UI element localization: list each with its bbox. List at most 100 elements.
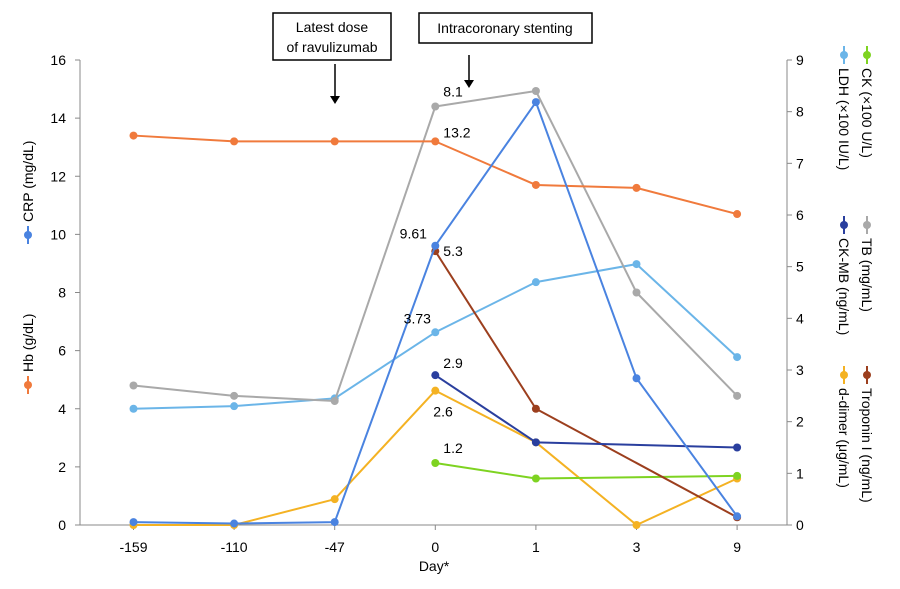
axis-titles: CRP (mg/dL) Hb (g/dL) CK (×100 U/L) LDH (×1… xyxy=(20,46,875,503)
data-point xyxy=(632,374,641,383)
data-label: 8.1 xyxy=(443,84,463,100)
data-label: 5.3 xyxy=(443,243,463,259)
x-tick-label: -159 xyxy=(119,539,147,555)
data-point xyxy=(129,381,138,390)
legend-label: Hb (g/dL) xyxy=(20,314,36,372)
x-tick-label: 3 xyxy=(633,539,641,555)
data-point xyxy=(733,443,742,452)
left-tick-label: 2 xyxy=(58,459,66,475)
legend-marker-dot xyxy=(840,371,848,379)
data-label: 1.2 xyxy=(443,440,463,456)
data-point xyxy=(531,474,540,483)
data-point xyxy=(431,102,440,111)
legend-marker-dot xyxy=(863,221,871,229)
data-point xyxy=(330,397,339,405)
data-label: 2.9 xyxy=(443,355,463,371)
x-axis-title: Day* xyxy=(419,558,450,574)
left-tick-label: 0 xyxy=(58,517,66,533)
data-point xyxy=(531,87,540,95)
data-point xyxy=(230,519,239,528)
series-layer xyxy=(129,87,742,529)
data-point xyxy=(431,459,440,467)
left-tick-label: 16 xyxy=(50,52,66,68)
left-tick-label: 8 xyxy=(58,285,66,301)
legend-label: TB (mg/mL) xyxy=(859,238,875,312)
annotation-line: of ravulizumab xyxy=(286,39,377,55)
series-hb-g-dl xyxy=(129,131,742,219)
annotation-box xyxy=(418,12,593,44)
data-point xyxy=(330,137,339,146)
legend-marker-dot xyxy=(24,231,32,239)
right-title-ckmb: CK-MB (ng/mL) xyxy=(836,216,852,335)
legend-label: CK-MB (ng/mL) xyxy=(836,238,852,335)
series-crp-mg-dl xyxy=(129,98,742,528)
data-point xyxy=(431,386,440,395)
right-tick-label: 6 xyxy=(796,207,804,223)
legend-label: d-dimer (μg/mL) xyxy=(836,388,852,488)
legend-marker-dot xyxy=(24,381,32,389)
right-tick-label: 7 xyxy=(796,155,804,171)
data-label: 9.61 xyxy=(400,226,427,242)
annotations: Latest dose of ravulizumab Intracoronary s… xyxy=(272,12,593,104)
left-title-hb: Hb (g/dL) xyxy=(20,314,36,394)
right-title-ddimer: d-dimer (μg/mL) xyxy=(836,366,852,488)
legend-label: LDH (×100 IU/L) xyxy=(836,68,852,170)
data-labels: 13.2 9.61 8.1 3.73 5.3 2.9 2.6 1.2 xyxy=(400,84,471,457)
data-label: 13.2 xyxy=(443,124,470,140)
data-point xyxy=(632,260,641,269)
annotation-stenting: Intracoronary stenting xyxy=(418,12,593,88)
x-tick-label: -47 xyxy=(325,539,345,555)
right-tick-label: 2 xyxy=(796,414,804,430)
data-point xyxy=(330,495,339,504)
right-title-ldh: LDH (×100 IU/L) xyxy=(836,46,852,170)
data-point xyxy=(129,404,138,413)
data-point xyxy=(733,391,742,400)
data-point xyxy=(129,131,138,140)
right-tick-label: 3 xyxy=(796,362,804,378)
right-tick-label: 5 xyxy=(796,259,804,275)
right-tick-label: 4 xyxy=(796,310,804,326)
right-title-tb: TB (mg/mL) xyxy=(859,216,875,312)
right-title-troponin: Troponin I (ng/mL) xyxy=(859,366,875,503)
right-title-ck: CK (×100 U/L) xyxy=(859,46,875,158)
series-line-ck-100-u-l xyxy=(435,462,738,480)
data-point xyxy=(632,521,641,529)
right-tick-label: 1 xyxy=(796,465,804,481)
right-tick-label: 0 xyxy=(796,517,804,533)
legend-marker-dot xyxy=(863,51,871,59)
left-tick-label: 4 xyxy=(58,401,66,417)
left-tick-label: 10 xyxy=(50,226,66,242)
left-tick-label: 12 xyxy=(50,168,66,184)
data-point xyxy=(531,98,540,107)
data-point xyxy=(531,438,540,447)
data-point xyxy=(632,183,641,192)
left-tick-label: 6 xyxy=(58,343,66,359)
data-point xyxy=(431,137,440,146)
series-ck-100-u-l xyxy=(431,459,742,483)
data-point xyxy=(733,512,742,521)
left-title-crp: CRP (mg/dL) xyxy=(20,141,36,244)
data-point xyxy=(230,137,239,146)
series-ck-mb-ng-ml xyxy=(431,371,742,452)
left-tick-label: 14 xyxy=(50,110,66,126)
data-point xyxy=(129,518,138,527)
data-point xyxy=(733,353,742,362)
legend-marker-dot xyxy=(863,371,871,379)
x-tick-label: 9 xyxy=(733,539,741,555)
series-troponin-i-ng-ml xyxy=(431,247,742,522)
annotation-line: Latest dose xyxy=(296,19,369,35)
legend-marker-dot xyxy=(840,51,848,59)
x-tick-label: 1 xyxy=(532,539,540,555)
data-point xyxy=(531,404,540,413)
data-point xyxy=(431,371,440,380)
data-point xyxy=(733,210,742,219)
legend-marker-dot xyxy=(840,221,848,229)
annotation-line: Intracoronary stenting xyxy=(437,20,572,36)
right-tick-label: 9 xyxy=(796,52,804,68)
series-line-hb-g-dl xyxy=(133,134,738,215)
data-point xyxy=(733,471,742,480)
legend-label: CK (×100 U/L) xyxy=(859,68,875,158)
x-tick-label: 0 xyxy=(431,539,439,555)
